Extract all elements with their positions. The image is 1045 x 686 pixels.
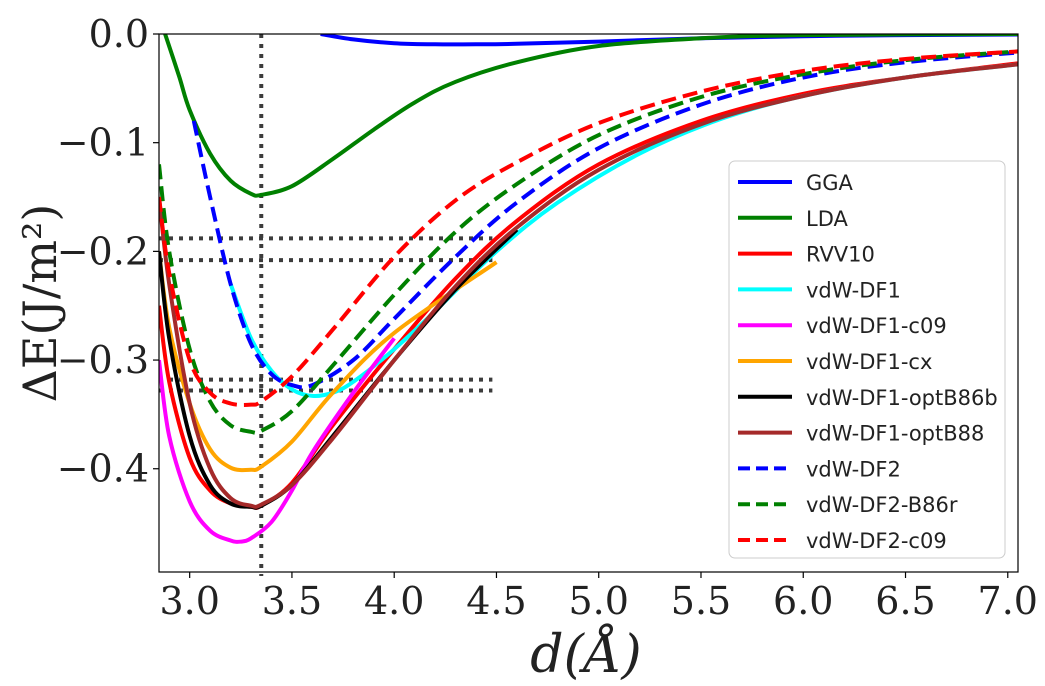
x-tick-label: 4.0 (364, 579, 424, 623)
x-axis-label: d(Å) (530, 623, 641, 685)
x-tick-label: 6.5 (875, 579, 935, 623)
series-line-vdw-df1-cx (159, 251, 498, 473)
legend-label-vdw-df2-b86r: vdW-DF2-B86r (806, 493, 958, 517)
series-line-vdw-df2 (191, 50, 1018, 390)
plot-frame (158, 33, 1019, 573)
legend-label-vdw-df1-optb88: vdW-DF1-optB88 (806, 422, 984, 446)
series-line-rvv10 (159, 61, 1018, 510)
legend-label-vdw-df1-c09: vdW-DF1-c09 (806, 314, 947, 338)
legend-box (728, 160, 1006, 559)
series-line-lda (163, 34, 1018, 198)
x-tick-label: 3.0 (159, 579, 219, 623)
y-axis-ticks: 0.0 −0.1 −0.2 −0.3 −0.4 (57, 12, 159, 491)
legend-label-lda: LDA (806, 207, 849, 231)
x-tick-label: 5.5 (671, 579, 731, 623)
legend-label-gga: GGA (806, 171, 854, 195)
legend: GGA LDA RVV10 vdW-DF1 vdW-DF1-c09 vdW-DF1-cx v… (728, 160, 1006, 559)
series-lines (159, 34, 1018, 544)
series-line-vdw-df2-b86r (159, 49, 1018, 435)
series-line-vdw-df1-c09 (159, 337, 396, 544)
legend-label-vdw-df2-c09: vdW-DF2-c09 (806, 529, 947, 553)
legend-label-vdw-df1: vdW-DF1 (806, 278, 901, 302)
legend-label-vdw-df1-cx: vdW-DF1-cx (806, 350, 932, 374)
x-tick-label: 6.0 (773, 579, 833, 623)
y-tick-label: 0.0 (89, 12, 149, 56)
x-axis-ticks: 3.0 3.5 4.0 4.5 5.0 5.5 6.0 6.5 7.0 (159, 572, 1038, 623)
y-axis-label: ΔE(J/m²) (13, 204, 67, 403)
x-tick-label: 4.5 (466, 579, 526, 623)
legend-label-vdw-df1-optb86b: vdW-DF1-optB86b (806, 386, 998, 410)
y-tick-label: −0.2 (57, 229, 149, 273)
x-tick-label: 7.0 (978, 579, 1038, 623)
y-tick-label: −0.1 (57, 121, 149, 165)
series-line-vdw-df1-optb88 (159, 62, 1018, 509)
y-tick-label: −0.3 (57, 338, 149, 382)
y-tick-label: −0.4 (57, 447, 149, 491)
x-tick-label: 5.0 (569, 579, 629, 623)
series-line-vdw-df2-c09 (159, 49, 1018, 407)
x-tick-label: 3.5 (262, 579, 322, 623)
legend-label-rvv10: RVV10 (806, 243, 875, 267)
legend-label-vdw-df2: vdW-DF2 (806, 457, 901, 481)
reference-lines (159, 34, 493, 576)
